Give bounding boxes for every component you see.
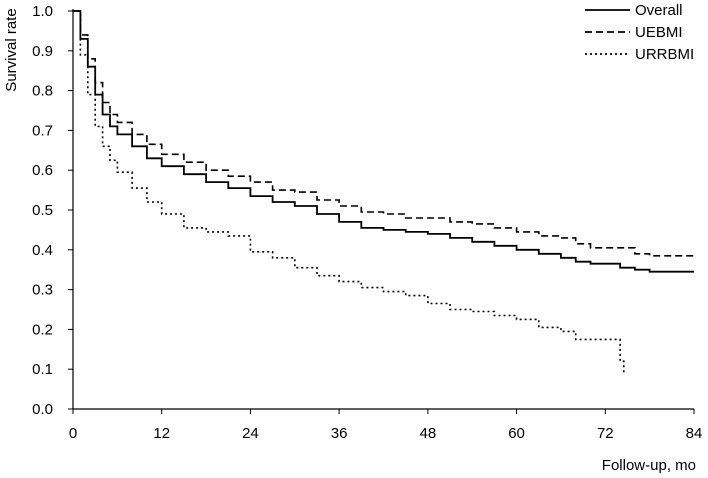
x-tick-label: 36	[331, 425, 348, 442]
legend-label-overall: Overall	[635, 2, 683, 19]
axes: 0.0 0.1 0.2 0.3 0.4 0.5 0.6 0.7 0.8 0.9 1.0 0 12 24 36…	[32, 3, 702, 442]
legend-label-uebmi: UEBMI	[635, 24, 683, 41]
series-line-urrbmi	[73, 10, 625, 376]
x-axis-label: Follow-up, mo	[602, 457, 696, 474]
y-tick-label: 0.6	[32, 162, 53, 179]
legend: Overall UEBMI URRBMI	[585, 2, 694, 63]
x-tick-label: 60	[508, 425, 525, 442]
x-tick-label: 0	[69, 425, 77, 442]
x-tick-label: 84	[686, 425, 703, 442]
y-tick-label: 0.2	[32, 321, 53, 338]
y-tick-label: 0.3	[32, 282, 53, 299]
y-tick-label: 0.8	[32, 83, 53, 100]
y-tick-label: 1.0	[32, 3, 53, 20]
y-tick-label: 0.0	[32, 401, 53, 418]
x-tick-label: 72	[597, 425, 614, 442]
series-line-overall	[73, 10, 694, 273]
y-tick-label: 0.9	[32, 43, 53, 60]
y-tick-label: 0.1	[32, 361, 53, 378]
legend-label-urrbmi: URRBMI	[635, 46, 694, 63]
x-tick-label: 12	[153, 425, 170, 442]
y-tick-label: 0.5	[32, 202, 53, 219]
series-layer	[73, 10, 694, 376]
y-tick-label: 0.7	[32, 122, 53, 139]
x-tick-label: 24	[242, 425, 259, 442]
x-tick-label: 48	[420, 425, 437, 442]
y-tick-label: 0.4	[32, 242, 53, 259]
series-line-uebmi	[73, 10, 694, 257]
y-axis-label: Survival rate	[3, 8, 20, 91]
